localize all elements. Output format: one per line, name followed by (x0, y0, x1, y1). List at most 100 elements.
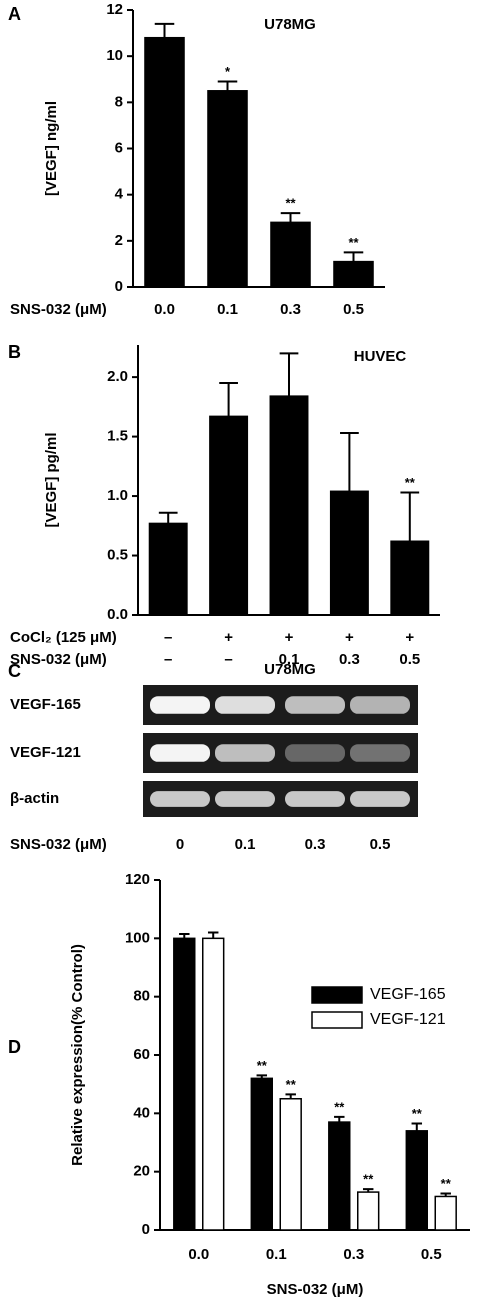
significance: ** (441, 1176, 452, 1191)
bar (202, 937, 225, 1231)
bar (250, 1077, 273, 1231)
y-axis-label: Relative expression(% Control) (69, 944, 86, 1166)
y-tick-label: 8 (115, 93, 123, 110)
x-tick-label: 0.0 (154, 301, 175, 318)
bar (269, 395, 309, 616)
legend-label: VEGF-121 (370, 1011, 446, 1028)
legend-label: VEGF-165 (370, 986, 446, 1003)
x-axis-label: SNS-032 (μM) (10, 836, 107, 853)
y-tick-label: 60 (133, 1046, 150, 1063)
x-tick-label: 0.5 (421, 1246, 442, 1263)
gel-band (285, 791, 345, 807)
y-tick-label: 120 (125, 871, 150, 888)
panel-label: D (8, 1037, 21, 1057)
gel-band (150, 791, 210, 807)
significance: * (225, 64, 231, 79)
significance: ** (348, 235, 359, 250)
x-tick-label: 0.3 (339, 651, 360, 668)
gel-title: U78MG (264, 661, 316, 678)
gel-band (150, 696, 210, 714)
error-bar (154, 22, 175, 38)
x-tick-label: + (405, 629, 414, 646)
gel-band (150, 744, 210, 762)
chart-title: HUVEC (354, 348, 407, 365)
x-tick-label: 0.3 (343, 1246, 364, 1263)
error-bar (217, 80, 238, 91)
bar (405, 1130, 429, 1231)
significance: ** (285, 196, 296, 211)
significance: ** (363, 1172, 374, 1187)
row-label: SNS-032 (μM) (10, 651, 107, 668)
x-tick-label: 0.5 (343, 301, 364, 318)
y-tick-label: 6 (115, 139, 123, 156)
error-bar (440, 1192, 451, 1197)
y-tick-label: 0 (142, 1221, 150, 1238)
y-tick-label: 2 (115, 232, 123, 249)
x-tick-label: 0.0 (188, 1246, 209, 1263)
error-bar (285, 1093, 296, 1099)
significance: ** (257, 1058, 268, 1073)
y-tick-label: 2.0 (107, 368, 128, 385)
row-label: VEGF-165 (10, 696, 81, 713)
x-tick-label: + (285, 629, 294, 646)
x-tick-label: + (224, 629, 233, 646)
error-bar (400, 491, 420, 542)
error-bar (280, 212, 301, 223)
gel-band (215, 791, 275, 807)
bar (390, 540, 430, 616)
significance: ** (405, 475, 416, 490)
gel-band (350, 744, 410, 762)
x-tick-label: 0.5 (399, 651, 420, 668)
bar (329, 490, 369, 616)
bar (173, 937, 196, 1231)
chart-title: U78MG (264, 16, 316, 33)
x-tick-label: – (164, 651, 172, 668)
y-axis-label: [VEGF] pg/ml (43, 433, 60, 528)
error-bar (411, 1122, 423, 1131)
x-tick-label: – (164, 629, 172, 646)
bar (207, 90, 248, 288)
bar (279, 1098, 302, 1231)
error-bar (158, 511, 178, 524)
gel-band (285, 744, 345, 762)
panel-label: C (8, 661, 21, 681)
x-axis-label: SNS-032 (μM) (10, 301, 107, 318)
row-label: β-actin (10, 790, 59, 807)
bar (333, 260, 374, 288)
y-tick-label: 0.5 (107, 546, 128, 563)
x-axis-label: SNS-032 (μM) (267, 1281, 364, 1298)
lane-label: 0.3 (305, 836, 326, 853)
lane-label: 0.1 (235, 836, 256, 853)
y-tick-label: 20 (133, 1163, 150, 1180)
y-tick-label: 1.0 (107, 487, 128, 504)
bar (144, 36, 185, 288)
significance: ** (286, 1077, 297, 1092)
significance: ** (334, 1099, 345, 1114)
legend-swatch (311, 1011, 363, 1029)
error-bar (256, 1074, 268, 1079)
gel-band (350, 696, 410, 714)
bar (434, 1195, 457, 1231)
row-label: CoCl₂ (125 μM) (10, 629, 117, 646)
x-tick-label: 0.3 (280, 301, 301, 318)
bar (270, 221, 311, 288)
x-tick-label: 0.1 (217, 301, 238, 318)
y-tick-label: 12 (106, 1, 123, 18)
error-bar (340, 432, 359, 492)
bar (209, 415, 249, 616)
bar (148, 522, 188, 616)
y-tick-label: 0 (115, 278, 123, 295)
x-tick-label: – (224, 651, 232, 668)
x-tick-label: + (345, 629, 354, 646)
error-bar (362, 1188, 374, 1193)
panel-label: B (8, 342, 21, 362)
gel-band (215, 696, 275, 714)
gel-band (285, 696, 345, 714)
error-bar (343, 251, 364, 262)
significance: ** (412, 1106, 423, 1121)
gel-band (215, 744, 275, 762)
y-tick-label: 100 (125, 929, 150, 946)
error-bar (207, 931, 219, 939)
x-tick-label: 0.1 (266, 1246, 287, 1263)
